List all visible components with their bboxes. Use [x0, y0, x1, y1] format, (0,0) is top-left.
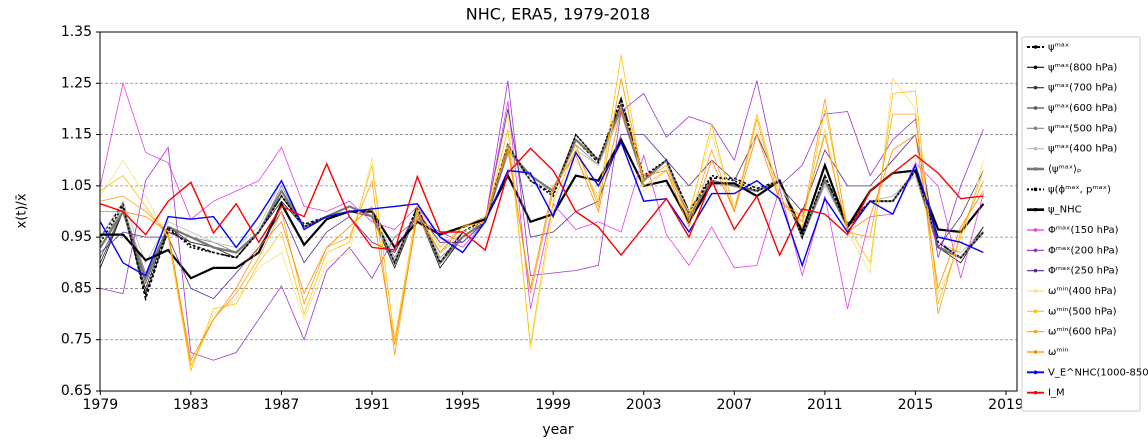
legend-marker — [1033, 370, 1038, 375]
legend-label: ψ_NHC — [1048, 205, 1082, 216]
legend-label: ψᵐᵃˣ — [1048, 42, 1069, 53]
legend-marker — [1033, 45, 1038, 49]
x-tick-label: 2015 — [898, 397, 934, 413]
legend-marker — [1033, 167, 1038, 171]
series-line — [99, 81, 984, 309]
y-tick-label: 0.65 — [61, 383, 92, 399]
legend-marker — [1033, 268, 1038, 273]
legend-label: Φᵐᵃˣ(200 hPa) — [1048, 245, 1119, 256]
x-tick-label: 1979 — [83, 397, 119, 413]
x-tick-label: 2019 — [988, 397, 1024, 413]
legend-marker — [1033, 309, 1038, 314]
x-axis-label: year — [542, 422, 573, 438]
y-tick-label: 1.35 — [61, 24, 92, 40]
series-line — [100, 107, 984, 362]
legend-label: ψᵐᵃˣ(800 hPa) — [1048, 62, 1117, 73]
x-tick-label: 1995 — [445, 397, 481, 413]
series-line — [99, 140, 984, 277]
plot-frame — [99, 31, 1018, 392]
legend-marker — [1033, 126, 1038, 131]
y-axis-label: x(t)/x̄ — [15, 193, 30, 228]
series-line — [99, 102, 984, 295]
series-line — [99, 105, 985, 282]
legend-marker — [1033, 390, 1038, 395]
x-tick-label: 1987 — [264, 397, 300, 413]
x-tick-label: 2007 — [716, 397, 752, 413]
series-line — [100, 78, 984, 367]
legend-label: ψ(ϕᵐᵃˣ, pᵐᵃˣ) — [1048, 184, 1111, 195]
legend-marker — [1033, 106, 1038, 110]
legend-marker — [1033, 146, 1038, 151]
x-tick-label: 1991 — [354, 397, 390, 413]
legend-label: V_E^NHC(1000-850 hPa) — [1048, 367, 1148, 378]
series-line — [99, 96, 984, 297]
legend-marker — [1033, 289, 1038, 293]
y-tick-label: 0.75 — [61, 332, 92, 348]
legend-label: ⟨ψᵐᵃˣ⟩ₚ — [1048, 164, 1081, 175]
legend-marker — [1033, 329, 1038, 334]
y-tick-label: 1.25 — [61, 75, 92, 91]
y-tick-label: 1.05 — [61, 178, 92, 194]
legend-box — [1021, 36, 1141, 412]
legend-marker — [1033, 65, 1038, 70]
y-tick-label: 0.85 — [61, 280, 92, 296]
legend-label: ωᵐⁱⁿ(600 hPa) — [1048, 327, 1117, 338]
x-tick-label: 2003 — [626, 397, 662, 413]
legend-marker — [1033, 248, 1038, 253]
y-tick-label: 0.95 — [61, 229, 92, 245]
series-line — [100, 55, 984, 373]
x-tick-label: 1999 — [535, 397, 571, 413]
series-line — [100, 147, 984, 257]
legend-label: Φᵐᵃˣ(150 hPa) — [1048, 225, 1119, 236]
y-tick-label: 1.15 — [61, 127, 92, 143]
chart-title: NHC, ERA5, 1979-2018 — [466, 5, 650, 24]
legend-label: ψᵐᵃˣ(400 hPa) — [1048, 144, 1117, 155]
legend-label: ωᵐⁱⁿ(500 hPa) — [1048, 306, 1117, 317]
x-tick-label: 2011 — [807, 397, 843, 413]
legend-marker — [1033, 207, 1038, 212]
series-line — [99, 113, 984, 264]
legend-marker — [1033, 228, 1038, 232]
legend-label: ψᵐᵃˣ(700 hPa) — [1048, 83, 1117, 94]
legend-label: Φᵐᵃˣ(250 hPa) — [1048, 266, 1119, 277]
legend-marker — [1033, 85, 1038, 90]
legend-label: ψᵐᵃˣ(600 hPa) — [1048, 103, 1117, 114]
legend-label: ψᵐᵃˣ(500 hPa) — [1048, 123, 1117, 134]
legend-marker — [1033, 350, 1038, 354]
series-line — [99, 107, 984, 275]
series-line — [99, 107, 984, 290]
legend: ψᵐᵃˣ ψᵐᵃˣ(800 hPa) ψᵐᵃˣ(700 hPa) ψᵐᵃˣ(600 h… — [1021, 36, 1148, 412]
legend-label: ωᵐⁱⁿ(400 hPa) — [1048, 286, 1117, 297]
series-line — [100, 108, 984, 300]
legend-marker — [1033, 187, 1038, 192]
legend-label: ωᵐⁱⁿ — [1048, 347, 1068, 358]
legend-label: I_M — [1048, 388, 1065, 399]
x-tick-label: 1983 — [173, 397, 209, 413]
